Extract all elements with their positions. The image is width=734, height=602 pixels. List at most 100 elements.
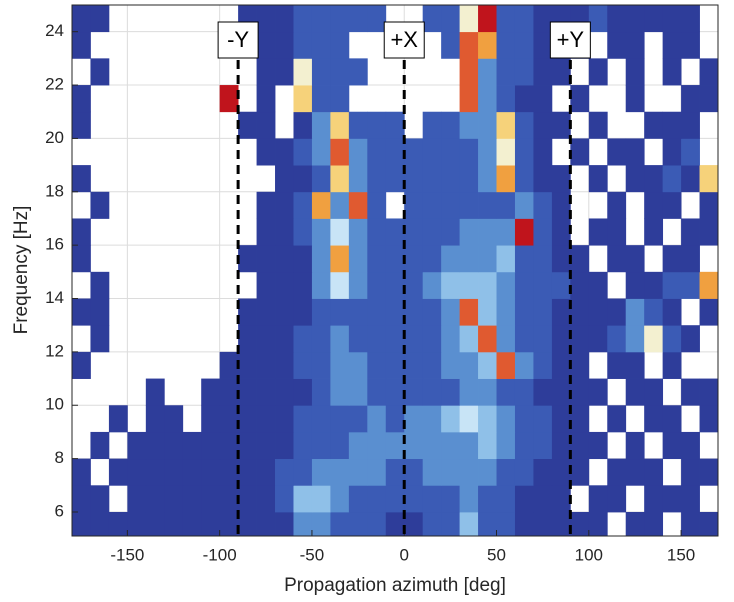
heat-cell bbox=[385, 165, 405, 193]
heat-cell bbox=[201, 511, 221, 536]
heat-cell bbox=[533, 218, 553, 246]
heat-cell bbox=[478, 378, 497, 406]
heat-cell bbox=[496, 351, 516, 379]
heat-cell bbox=[330, 85, 350, 113]
heat-cell bbox=[293, 165, 313, 193]
heat-cell bbox=[275, 298, 294, 326]
heat-cell bbox=[441, 511, 460, 536]
heat-cell bbox=[459, 31, 479, 59]
heat-cell bbox=[422, 351, 442, 379]
heat-cell bbox=[681, 325, 700, 353]
heat-cell bbox=[422, 405, 442, 433]
heat-cell bbox=[385, 325, 405, 353]
heat-cell bbox=[348, 111, 368, 139]
heat-cell bbox=[662, 111, 682, 139]
heat-cell bbox=[256, 138, 276, 166]
heat-cell bbox=[699, 298, 718, 326]
heat-cell bbox=[238, 351, 257, 379]
heat-cell bbox=[441, 405, 460, 433]
heat-cell bbox=[607, 325, 627, 353]
heat-cell bbox=[681, 378, 700, 406]
heat-cell bbox=[514, 511, 534, 536]
heat-cell bbox=[496, 218, 516, 246]
heat-cell bbox=[441, 191, 460, 219]
heat-cell bbox=[588, 271, 608, 299]
heat-cell bbox=[90, 485, 110, 513]
heat-cell bbox=[293, 431, 313, 460]
heat-cell bbox=[441, 5, 460, 33]
heat-cell bbox=[533, 405, 553, 433]
heat-cell bbox=[422, 111, 442, 139]
heat-cell bbox=[330, 245, 350, 273]
heat-cell bbox=[681, 111, 700, 139]
heat-cell bbox=[293, 298, 313, 326]
heat-cell bbox=[514, 431, 534, 460]
heat-cell bbox=[699, 85, 718, 113]
heat-cell bbox=[404, 351, 424, 379]
heat-cell bbox=[607, 485, 627, 513]
heat-cell bbox=[441, 458, 460, 486]
heat-cell bbox=[496, 511, 516, 536]
heat-cell bbox=[459, 271, 479, 299]
heat-cell bbox=[72, 165, 91, 193]
heat-cell bbox=[607, 245, 627, 273]
heat-cell bbox=[348, 5, 368, 33]
heat-cell bbox=[385, 378, 405, 406]
heat-cell bbox=[478, 111, 497, 139]
heat-cell bbox=[441, 298, 460, 326]
heat-cell bbox=[644, 485, 664, 513]
heat-cell bbox=[385, 245, 405, 273]
heat-cell bbox=[459, 191, 479, 219]
heat-cell bbox=[293, 458, 313, 486]
heat-cell bbox=[348, 511, 368, 536]
heat-cell bbox=[551, 458, 571, 486]
heat-cell bbox=[514, 458, 534, 486]
heat-cell bbox=[256, 245, 276, 273]
heat-cell bbox=[681, 85, 700, 113]
heat-cell bbox=[367, 165, 387, 193]
heat-cell bbox=[496, 298, 516, 326]
heat-cell bbox=[311, 85, 331, 113]
heat-cell bbox=[293, 405, 313, 433]
heat-cell bbox=[348, 431, 368, 460]
heat-cell bbox=[662, 485, 682, 513]
heat-cell bbox=[681, 485, 700, 513]
heat-cell bbox=[256, 111, 276, 139]
heat-cell bbox=[625, 431, 645, 460]
heat-cell bbox=[256, 431, 276, 460]
heat-cell bbox=[662, 431, 682, 460]
heat-cell bbox=[478, 485, 497, 513]
heat-cell bbox=[330, 378, 350, 406]
heat-cell bbox=[699, 165, 718, 193]
heat-cell bbox=[570, 431, 590, 460]
heat-cell bbox=[311, 5, 331, 33]
heat-cell bbox=[108, 511, 128, 536]
heat-cell bbox=[311, 458, 331, 486]
heat-cell bbox=[551, 111, 571, 139]
heat-cell bbox=[570, 85, 590, 113]
heat-cell bbox=[422, 165, 442, 193]
heat-cell bbox=[625, 58, 645, 86]
heat-cell bbox=[422, 218, 442, 246]
heat-cell bbox=[127, 458, 147, 486]
heat-cell bbox=[607, 138, 627, 166]
heat-cell bbox=[367, 325, 387, 353]
x-tick-label: -100 bbox=[203, 545, 237, 564]
heat-cell bbox=[644, 298, 664, 326]
heat-cell bbox=[699, 218, 718, 246]
heat-cell bbox=[588, 111, 608, 139]
heat-cell bbox=[256, 271, 276, 299]
heat-cell bbox=[699, 405, 718, 433]
heat-cell bbox=[330, 111, 350, 139]
heat-cell bbox=[330, 405, 350, 433]
heat-cell bbox=[348, 165, 368, 193]
x-tick-label: 100 bbox=[575, 545, 603, 564]
heat-cell bbox=[551, 485, 571, 513]
heatmap bbox=[72, 5, 718, 536]
heat-cell bbox=[275, 31, 294, 59]
heat-cell bbox=[533, 378, 553, 406]
y-tick-label: 14 bbox=[45, 288, 64, 307]
heat-cell bbox=[422, 458, 442, 486]
heat-cell bbox=[201, 405, 221, 433]
heat-cell bbox=[72, 245, 91, 273]
